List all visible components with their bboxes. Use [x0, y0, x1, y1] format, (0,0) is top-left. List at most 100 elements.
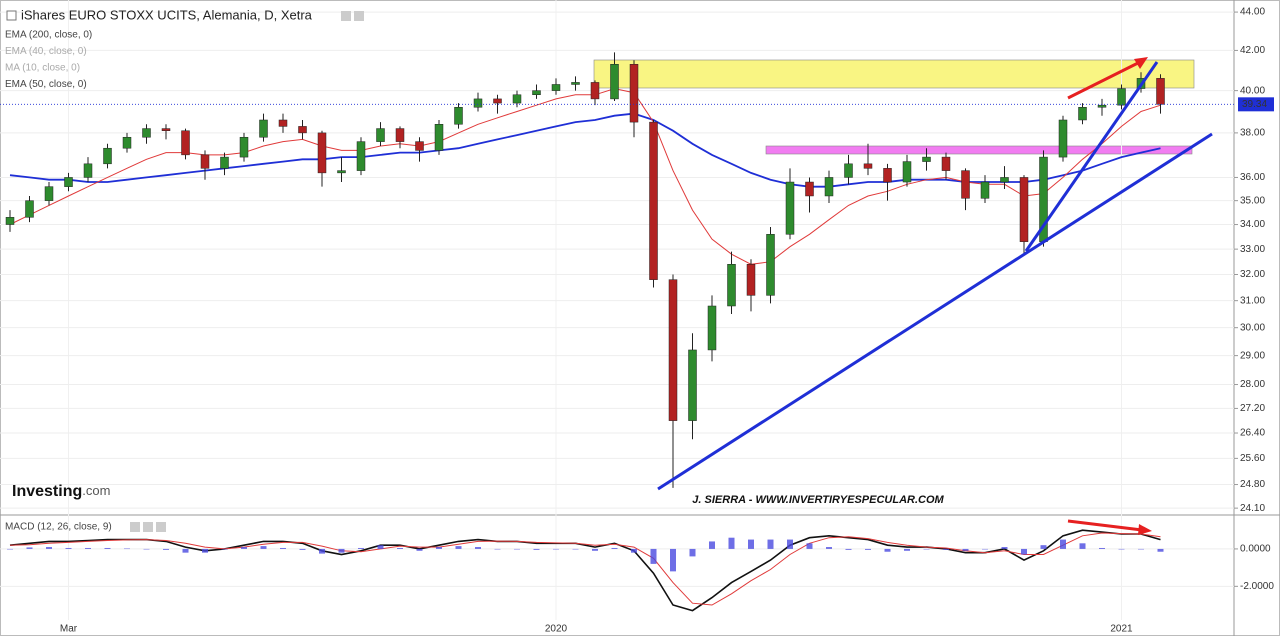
histogram-bar: [923, 548, 930, 550]
y-tick-label: 24.10: [1240, 503, 1265, 514]
y-tick-label: 0.0000: [1240, 544, 1271, 555]
candle-body: [590, 82, 600, 100]
candle-body: [1117, 88, 1126, 106]
histogram-bar: [748, 539, 754, 549]
candle-body: [44, 186, 54, 201]
histogram-bar: [416, 548, 423, 551]
histogram-bar: [865, 548, 871, 550]
y-tick-label: 28.00: [1240, 379, 1265, 390]
candle-body: [103, 147, 112, 165]
histogram-bar: [767, 539, 774, 549]
histogram-bar: [475, 547, 481, 549]
histogram-bar: [377, 545, 384, 549]
histogram-bar: [1118, 548, 1125, 550]
histogram-bar: [1060, 539, 1066, 549]
histogram-bar: [104, 547, 111, 549]
icon[interactable]: [130, 522, 140, 532]
histogram-bar: [1001, 547, 1008, 549]
histogram-bar: [553, 548, 559, 550]
annotation-layer: [593, 59, 1195, 155]
histogram-bar: [1040, 545, 1047, 549]
icon[interactable]: [341, 11, 351, 21]
histogram-bar: [709, 541, 715, 549]
histogram-bar: [182, 548, 189, 553]
candle-body: [337, 170, 346, 174]
candle-body: [766, 234, 775, 296]
y-tick-label: 31.00: [1240, 295, 1265, 306]
trend-line: [1024, 61, 1159, 252]
candle-body: [454, 107, 463, 125]
candle-body: [1156, 78, 1165, 105]
macd-line: [9, 532, 1161, 606]
candle-body: [746, 264, 756, 296]
histogram-bar: [1138, 548, 1144, 550]
y-tick-label: 29.00: [1240, 350, 1265, 361]
candle-body: [298, 126, 307, 134]
x-tick-label: 2021: [1110, 624, 1133, 635]
histogram-bar: [982, 548, 988, 550]
candle-body: [785, 181, 795, 235]
icon[interactable]: [143, 522, 153, 532]
histogram-bar: [436, 547, 442, 549]
histogram-bar: [124, 548, 130, 550]
candle-body: [961, 170, 970, 199]
icon[interactable]: [354, 11, 364, 21]
histogram-bar: [1079, 543, 1086, 549]
y-tick-label: 40.00: [1240, 85, 1265, 96]
histogram-bar: [1021, 548, 1027, 555]
candle-body: [707, 305, 717, 351]
candle-body: [980, 181, 990, 199]
arrow-head: [1134, 57, 1148, 69]
candle-body: [844, 163, 853, 178]
histogram-bar: [85, 547, 91, 549]
histogram-bar: [65, 547, 72, 549]
histogram-bar: [163, 548, 169, 550]
y-tick-label: 38.00: [1240, 128, 1265, 139]
candle-body: [1058, 119, 1068, 158]
y-tick-label: 32.00: [1240, 269, 1265, 280]
y-tick-label: 44.00: [1240, 7, 1265, 18]
histogram-bar: [904, 548, 910, 551]
candle-body: [142, 128, 151, 138]
candle-body: [493, 98, 502, 104]
candle-body: [83, 163, 93, 178]
candle-body: [1097, 104, 1107, 108]
histogram-bar: [650, 548, 657, 564]
candle-body: [415, 141, 424, 151]
candle-body: [1078, 107, 1087, 121]
candle-body: [551, 84, 561, 91]
checkbox[interactable]: [6, 10, 17, 21]
legend-entry: MA (10, close, 0): [5, 63, 80, 74]
histogram-bar: [806, 543, 813, 549]
y-tick-label: 27.20: [1240, 403, 1265, 414]
candle-body: [259, 119, 268, 138]
candle-body: [629, 64, 639, 123]
histogram-bar: [494, 548, 501, 550]
histogram-bar: [611, 547, 618, 549]
histogram-bar: [202, 548, 208, 553]
candle-body: [473, 98, 483, 108]
candle-body: [376, 128, 385, 142]
histogram-bar: [46, 547, 52, 549]
histogram-bar: [299, 548, 306, 550]
resistance-zone: [593, 59, 1195, 89]
candle-body: [434, 124, 444, 151]
candle-body: [1000, 177, 1009, 183]
candle-body: [688, 349, 697, 421]
histogram-bar: [962, 548, 969, 551]
histogram-bar: [338, 548, 345, 553]
last-price-label: 39.34: [1242, 99, 1267, 110]
chart-title: iShares EURO STOXX UCITS, Alemania, D, X…: [21, 7, 313, 22]
histogram-bar: [397, 547, 403, 549]
y-tick-label: 35.00: [1240, 195, 1265, 206]
icon[interactable]: [156, 522, 166, 532]
logo: Investing.com: [12, 483, 110, 500]
y-tick-label: 36.00: [1240, 172, 1265, 183]
watermark: J. SIERRA - WWW.INVERTIRYESPECULAR.COM: [692, 494, 944, 506]
arrow-head: [1138, 524, 1152, 535]
histogram-bar: [670, 548, 676, 572]
candle-body: [727, 264, 736, 307]
legend: EMA (200, close, 0) EMA (40, close, 0) MA …: [5, 30, 92, 91]
macd-title: MACD (12, 26, close, 9): [5, 522, 112, 533]
